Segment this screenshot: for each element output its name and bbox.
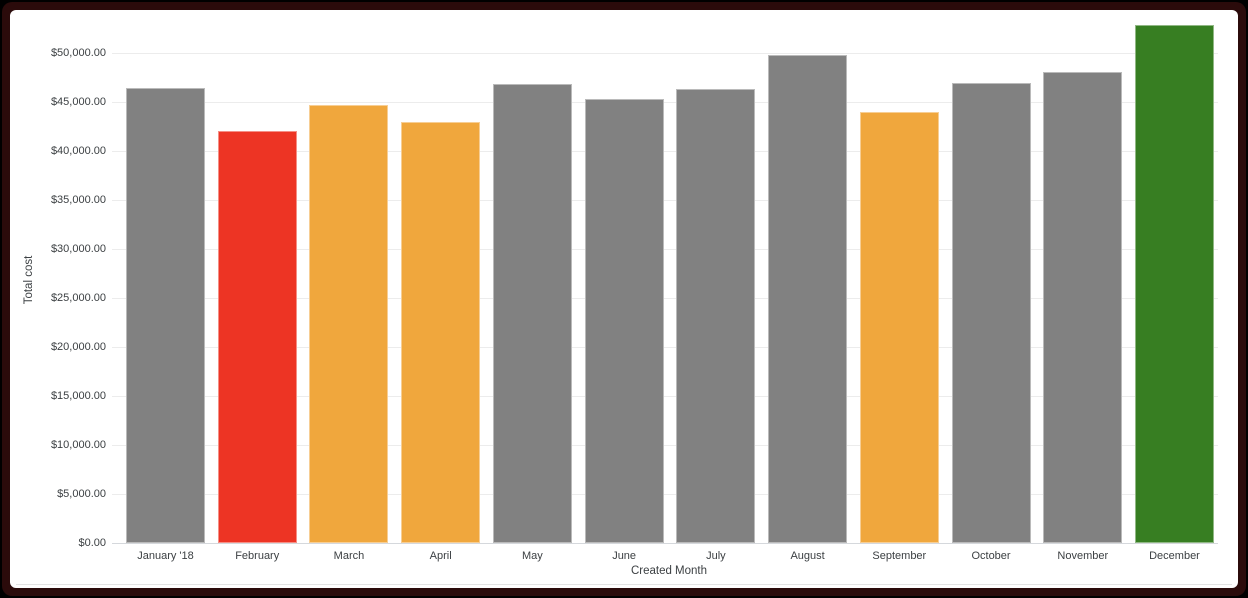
y-tick-label-35000: $35,000.00: [50, 194, 106, 206]
y-tick-label-45000: $45,000.00: [50, 96, 106, 108]
x-tick-label-may: May: [522, 550, 543, 562]
x-tick-label-march: March: [333, 550, 365, 562]
y-tick-label-20000: $20,000.00: [50, 341, 106, 353]
gridline-0: [112, 543, 1218, 544]
y-tick-label-50000: $50,000.00: [50, 47, 106, 59]
gridline-50000: [112, 53, 1218, 54]
chart-footer-divider: [16, 584, 1232, 585]
x-tick-label-september: September: [872, 550, 927, 562]
y-tick-label-15000: $15,000.00: [50, 390, 106, 402]
bar-november[interactable]: [1043, 72, 1123, 543]
gridline-10000: [112, 445, 1218, 446]
x-tick-label-february: February: [235, 550, 280, 562]
bar-march[interactable]: [309, 104, 389, 543]
x-tick-label-july: July: [706, 550, 726, 562]
gridline-15000: [112, 396, 1218, 397]
bar-february[interactable]: [217, 131, 297, 543]
gridline-5000: [112, 494, 1218, 495]
x-axis-title: Created Month: [630, 565, 708, 577]
x-tick-label-april: April: [429, 550, 452, 562]
gridline-35000: [112, 200, 1218, 201]
bar-january-18[interactable]: [126, 87, 205, 543]
bar-june[interactable]: [584, 99, 664, 543]
x-tick-label-december: December: [1149, 550, 1200, 562]
bar-october[interactable]: [951, 83, 1031, 543]
x-tick-label-october: October: [971, 550, 1011, 562]
y-tick-label-5000: $5,000.00: [57, 488, 106, 500]
x-tick-label-january-18: January '18: [137, 550, 194, 562]
y-tick-label-40000: $40,000.00: [50, 145, 106, 157]
bar-july[interactable]: [676, 88, 756, 543]
x-tick-label-june: June: [612, 550, 637, 562]
gridline-20000: [112, 347, 1218, 348]
bar-may[interactable]: [492, 83, 572, 543]
bar-august[interactable]: [768, 54, 848, 543]
y-tick-label-0: $0.00: [78, 537, 106, 549]
y-tick-label-25000: $25,000.00: [50, 292, 106, 304]
bar-december[interactable]: [1134, 25, 1214, 543]
y-axis-title: Total cost: [23, 255, 35, 305]
gridline-25000: [112, 298, 1218, 299]
x-tick-label-november: November: [1057, 550, 1109, 562]
bar-april[interactable]: [401, 121, 481, 543]
y-tick-label-10000: $10,000.00: [50, 439, 106, 451]
bar-september[interactable]: [859, 111, 939, 543]
gridline-30000: [112, 249, 1218, 250]
y-tick-label-30000: $30,000.00: [50, 243, 106, 255]
x-tick-label-august: August: [790, 550, 825, 562]
gridline-40000: [112, 151, 1218, 152]
gridline-45000: [112, 102, 1218, 103]
chart-card: $0.00 $5,000.00 $10,000.00 $15,000.00 $20,00…: [10, 10, 1238, 588]
